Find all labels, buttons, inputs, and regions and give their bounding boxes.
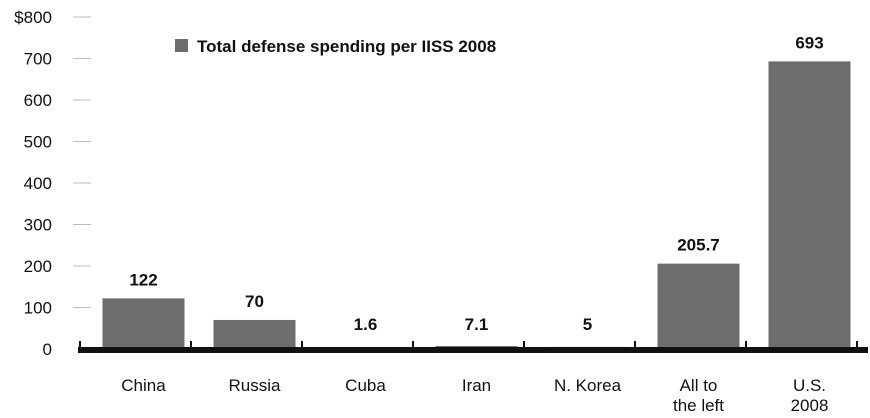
data-label: 205.7 [677, 236, 720, 255]
y-tick-label: 500 [24, 133, 52, 152]
data-label: 1.6 [354, 315, 378, 334]
x-tick-label: All to the left [673, 376, 724, 415]
data-label: 693 [795, 33, 823, 52]
y-tick-label: 400 [24, 174, 52, 193]
y-tick-label: 700 [24, 50, 52, 69]
bar [657, 263, 740, 349]
legend: Total defense spending per IISS 2008 [175, 37, 496, 56]
data-label: 70 [245, 292, 264, 311]
bars: 122 70 1.6 7.1 5 205.7 693 [102, 33, 851, 349]
y-tick-label: 600 [24, 91, 52, 110]
y-axis: 0 100 200 300 400 500 600 700 $800 [14, 8, 91, 359]
x-tick-label: U.S. 2008 [791, 376, 829, 415]
y-tick-label: 100 [24, 299, 52, 318]
bar [213, 319, 296, 349]
x-axis: China Russia Cuba Iran N. Korea All to the lef… [78, 341, 868, 415]
x-tick-label: China [121, 376, 166, 395]
x-axis-line [78, 347, 868, 353]
y-tick-label: 0 [43, 340, 52, 359]
legend-swatch [175, 39, 188, 52]
x-tick-label: Russia [229, 376, 282, 395]
x-tick-label: N. Korea [554, 376, 622, 395]
bar [768, 61, 851, 349]
data-label: 122 [129, 270, 157, 289]
x-tick-label: Cuba [345, 376, 386, 395]
legend-label: Total defense spending per IISS 2008 [197, 37, 496, 56]
data-label: 5 [583, 315, 592, 334]
y-tick-label: 300 [24, 216, 52, 235]
bar [102, 298, 185, 349]
y-tick-label: 200 [24, 257, 52, 276]
data-label: 7.1 [465, 315, 489, 334]
y-tick-label: $800 [14, 8, 52, 27]
x-tick-label: Iran [462, 376, 491, 395]
